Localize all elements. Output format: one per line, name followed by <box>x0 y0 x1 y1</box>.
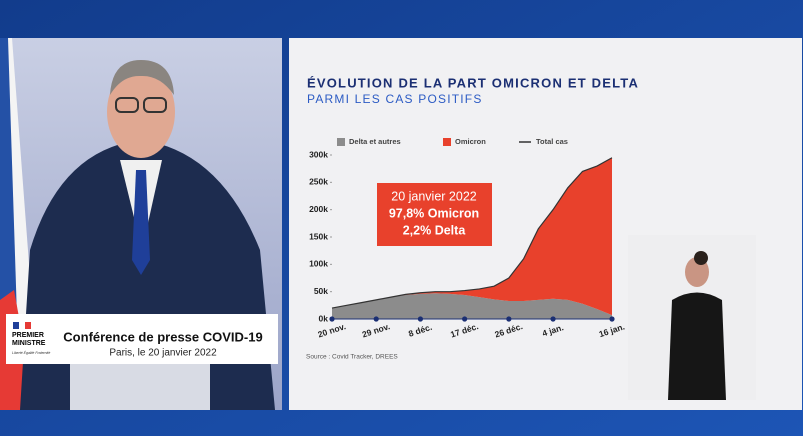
x-tick <box>373 316 379 322</box>
legend-label: Total cas <box>536 137 568 146</box>
line <box>331 157 613 309</box>
logo-line: PREMIER <box>12 332 44 339</box>
area <box>332 157 612 316</box>
legend-swatch <box>337 138 345 146</box>
x-tick <box>506 316 512 322</box>
x-tick <box>462 316 468 322</box>
x-tick <box>550 316 556 322</box>
logo-line: MINISTRE <box>12 340 46 347</box>
chart-title: ÉVOLUTION DE LA PART OMICRON ET DELTA <box>307 75 639 90</box>
y-tick-label: 150k <box>309 231 328 241</box>
legend-label: Omicron <box>455 137 486 146</box>
interpreter-video <box>628 235 756 400</box>
annotation-line: 20 janvier 2022 <box>391 189 477 203</box>
y-tick-label: 200k <box>309 204 328 214</box>
x-tick <box>417 316 424 322</box>
annotation-line: 2,2% Delta <box>403 223 467 237</box>
x-tick <box>329 316 335 322</box>
y-tick-label: 0k <box>319 313 329 323</box>
area <box>332 293 612 319</box>
annotation-box <box>377 183 492 246</box>
chart-subtitle: PARMI LES CAS POSITIFS <box>307 92 483 106</box>
annotation-line: 97,8% Omicron <box>389 206 479 220</box>
y-tick-label: 300k <box>309 149 328 159</box>
legend-swatch <box>443 138 451 146</box>
x-tick <box>609 316 615 322</box>
lectern-title: Conférence de presse COVID-19 <box>63 329 262 344</box>
legend-label: Delta et autres <box>349 137 401 146</box>
y-tick-label: 100k <box>309 259 328 269</box>
y-tick-label: 50k <box>314 286 328 296</box>
lectern-banner: PREMIER MINISTRE Liberté Égalité Fratern… <box>6 314 278 364</box>
y-tick-label: 250k <box>309 177 328 187</box>
source: Source : Covid Tracker, DREES <box>306 354 398 361</box>
lectern-subtitle: Paris, le 20 janvier 2022 <box>109 348 217 359</box>
motto: Liberté Égalité Fraternité <box>12 350 50 355</box>
